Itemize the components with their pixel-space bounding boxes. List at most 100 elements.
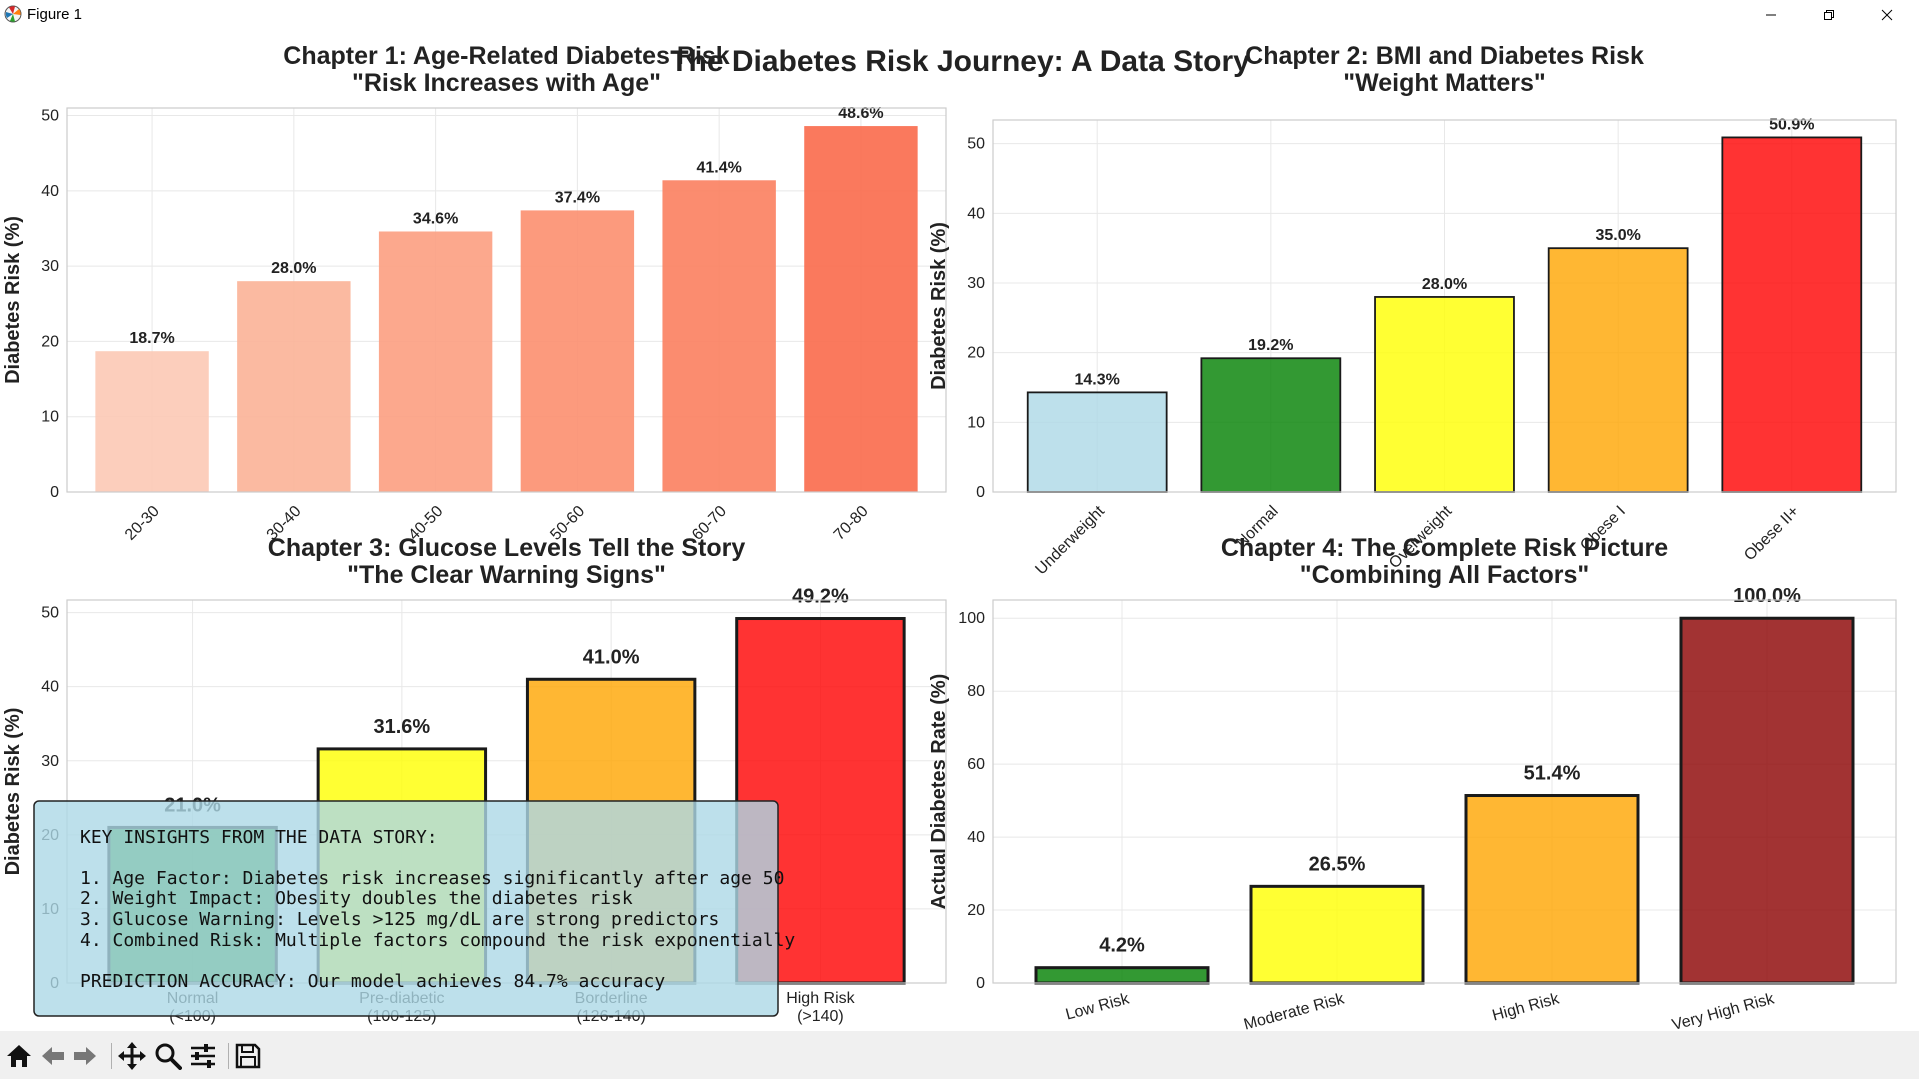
y-tick-label: 80 — [967, 683, 985, 700]
figure-suptitle: The Diabetes Risk Journey: A Data Story — [670, 45, 1250, 78]
y-tick-label: 40 — [41, 183, 59, 200]
home-icon — [7, 1045, 31, 1067]
zoom-icon — [155, 1043, 182, 1070]
y-tick-label: 20 — [967, 345, 985, 362]
chart-subtitle: "Risk Increases with Age" — [352, 69, 661, 97]
y-tick-label: 40 — [967, 829, 985, 846]
minimize-icon — [1766, 14, 1776, 15]
configure-subplots-button[interactable] — [188, 1041, 218, 1071]
close-icon — [1881, 9, 1893, 20]
bar-very-high-risk — [1679, 616, 1855, 985]
back-arrow-icon — [42, 1047, 64, 1065]
y-tick-label: 20 — [41, 333, 59, 350]
y-tick-label: 50 — [41, 605, 59, 622]
y-tick-label: 10 — [967, 414, 985, 431]
y-tick-label: 50 — [967, 136, 985, 153]
y-tick-label: 50 — [41, 108, 59, 125]
insights-accuracy: PREDICTION ACCURACY: Our model achieves … — [80, 971, 665, 992]
y-tick-label: 100 — [958, 610, 985, 627]
y-tick-label: 40 — [967, 205, 985, 222]
configure-subplots-icon — [191, 1044, 215, 1068]
axes-frame — [992, 599, 1897, 984]
bar-20-30 — [95, 351, 209, 492]
y-tick-label: 30 — [41, 753, 59, 770]
insights-box: KEY INSIGHTS FROM THE DATA STORY: 1. Age… — [33, 800, 795, 1017]
chart-title: Chapter 3: Glucose Levels Tell the Story — [268, 534, 746, 562]
chart-subtitle: "Combining All Factors" — [1300, 561, 1589, 589]
insight-item: 2. Weight Impact: Obesity doubles the di… — [80, 888, 633, 909]
window-title: Figure 1 — [27, 6, 83, 23]
axes-frame — [992, 119, 1897, 493]
matplotlib-logo-icon — [4, 5, 22, 23]
data-label: 41.4% — [696, 159, 741, 176]
data-label: 34.6% — [413, 210, 458, 227]
bar-low-risk — [1034, 966, 1210, 985]
chart-title: Chapter 4: The Complete Risk Picture — [1221, 534, 1668, 562]
data-label: 28.0% — [1422, 276, 1467, 293]
y-axis-label: Actual Diabetes Rate (%) — [928, 674, 950, 910]
close-button[interactable] — [1858, 0, 1916, 29]
restore-icon — [1824, 9, 1834, 20]
zoom-button[interactable] — [153, 1041, 183, 1071]
chart-panel-1: Chapter 1: Age-Related Diabetes Risk"Ris… — [2, 42, 947, 544]
chart-title: Chapter 2: BMI and Diabetes Risk — [1245, 42, 1644, 70]
window-titlebar: Figure 1 — [0, 0, 1919, 29]
forward-button[interactable] — [70, 1041, 100, 1071]
navigation-toolbar — [0, 1031, 1919, 1079]
figure-canvas: Chapter 1: Age-Related Diabetes Risk"Ris… — [0, 29, 1919, 1031]
y-tick-label: 0 — [976, 484, 985, 501]
data-label: 48.6% — [838, 105, 883, 122]
toolbar-separator — [228, 1043, 229, 1069]
y-axis-label: Diabetes Risk (%) — [928, 222, 950, 390]
back-button[interactable] — [38, 1041, 68, 1071]
save-icon — [235, 1043, 261, 1069]
data-label: 41.0% — [583, 646, 640, 668]
data-label: 49.2% — [792, 586, 849, 608]
bar-70-80 — [804, 126, 918, 492]
data-label: 50.9% — [1769, 116, 1814, 133]
minimize-button[interactable] — [1742, 0, 1800, 29]
plot-area — [67, 108, 946, 492]
data-label: 100.0% — [1733, 585, 1801, 607]
chart-panel-4: Chapter 4: The Complete Risk Picture"Com… — [928, 534, 1897, 1031]
y-tick-label: 30 — [41, 258, 59, 275]
bar-normal — [1200, 357, 1342, 493]
y-tick-label: 0 — [50, 484, 59, 501]
y-axis-label: Diabetes Risk (%) — [2, 708, 24, 876]
y-tick-label: 10 — [41, 409, 59, 426]
axes-frame — [66, 107, 947, 493]
bar-underweight — [1026, 391, 1168, 493]
y-tick-label: 30 — [967, 275, 985, 292]
chart-title: Chapter 1: Age-Related Diabetes Risk — [283, 42, 730, 70]
insights-background — [33, 800, 779, 1017]
forward-arrow-icon — [74, 1047, 96, 1065]
data-label: 31.6% — [373, 716, 430, 738]
data-label: 28.0% — [271, 260, 316, 277]
y-tick-label: 20 — [967, 902, 985, 919]
y-tick-label: 0 — [976, 975, 985, 992]
pan-button[interactable] — [117, 1041, 147, 1071]
data-label: 4.2% — [1099, 935, 1145, 957]
data-label: 51.4% — [1524, 763, 1581, 785]
data-label: 26.5% — [1309, 853, 1366, 875]
pan-icon — [118, 1042, 146, 1070]
restore-button[interactable] — [1800, 0, 1858, 29]
data-label: 19.2% — [1248, 337, 1293, 354]
toolbar-separator — [111, 1043, 112, 1069]
x-tick-label: High Risk (>140) — [786, 990, 855, 1025]
bar-overweight — [1374, 296, 1515, 493]
chart-subtitle: "The Clear Warning Signs" — [347, 561, 666, 589]
chart-subtitle: "Weight Matters" — [1343, 69, 1545, 97]
bar-40-50 — [378, 231, 493, 492]
bar-50-60 — [520, 210, 635, 492]
data-label: 37.4% — [555, 189, 600, 206]
save-button[interactable] — [233, 1041, 263, 1071]
data-label: 18.7% — [129, 330, 174, 347]
home-button[interactable] — [4, 1041, 34, 1071]
y-tick-label: 60 — [967, 756, 985, 773]
bar-moderate-risk — [1249, 884, 1425, 985]
data-label: 35.0% — [1595, 227, 1640, 244]
insight-item: 3. Glucose Warning: Levels >125 mg/dL ar… — [80, 909, 719, 930]
bar-obese-i — [1547, 247, 1689, 493]
bar-60-70 — [662, 180, 776, 492]
